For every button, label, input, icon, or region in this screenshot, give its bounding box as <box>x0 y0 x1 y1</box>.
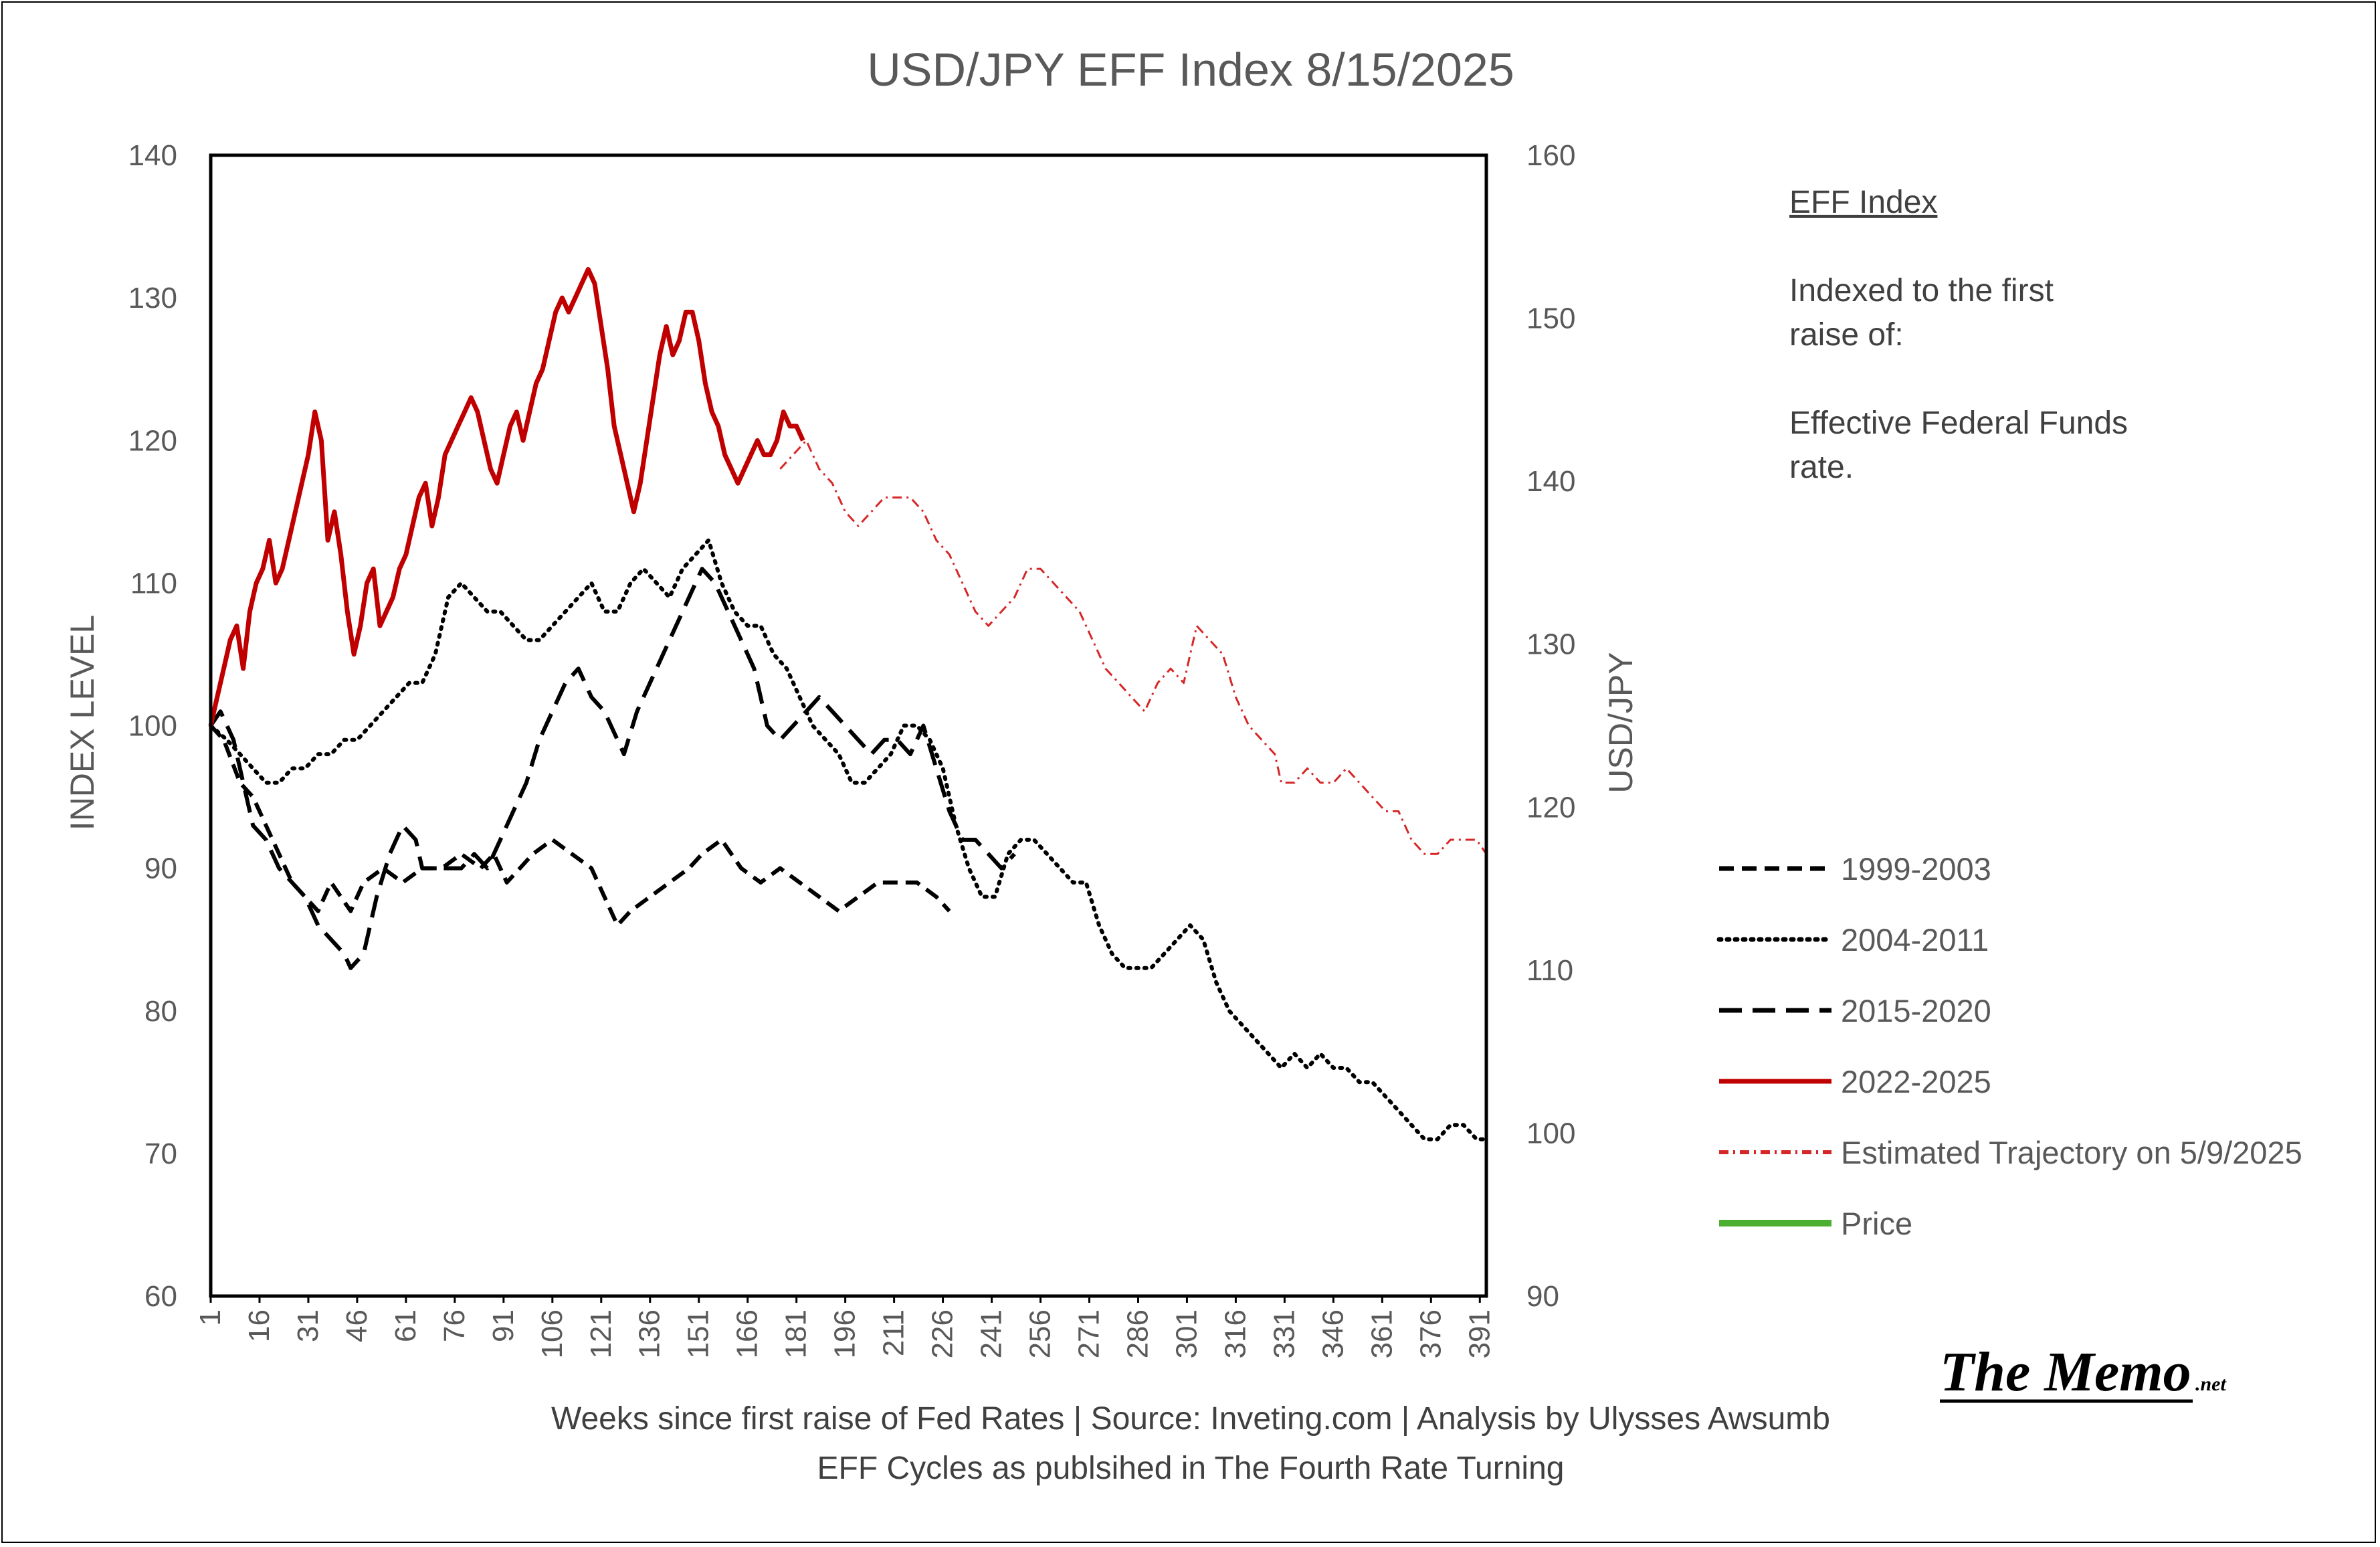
x-tick-label: 1 <box>194 1309 227 1326</box>
legend: 1999-2003 2004-2011 2015-2020 2022-2025 Esti… <box>1716 851 2302 1241</box>
legend-label: Price <box>1841 1206 1912 1241</box>
x-tick-label: 196 <box>829 1309 862 1358</box>
note-line-2: raise of: <box>1789 317 1904 353</box>
x-tick-label: 226 <box>926 1309 959 1358</box>
y-tick-label: 130 <box>128 282 177 314</box>
x-tick-label: 301 <box>1170 1309 1203 1358</box>
x-tick-label: 331 <box>1268 1309 1300 1358</box>
x-tick-label: 16 <box>243 1309 276 1342</box>
x-tick-label: 241 <box>975 1309 1008 1358</box>
logo-suffix: .net <box>2195 1373 2227 1395</box>
x-tick-label: 181 <box>780 1309 813 1358</box>
logo-text: The Memo <box>1940 1341 2191 1403</box>
y-tick-label: 80 <box>144 995 177 1028</box>
y2-tick-label: 140 <box>1526 465 1575 498</box>
x-tick-label: 376 <box>1414 1309 1447 1358</box>
y-tick-label: 110 <box>130 567 177 600</box>
y-tick-label: 100 <box>128 710 177 743</box>
plot-area: 60 70 80 90 100 110 120 130 140 90 100 110 120 130 140… <box>128 139 1576 1358</box>
y2-tick-label: 110 <box>1526 954 1573 987</box>
series-line-1999-2003 <box>209 724 951 927</box>
legend-label: 1999-2003 <box>1841 851 1991 887</box>
y2-axis-title: USD/JPY <box>1602 652 1640 793</box>
x-tick-label: 211 <box>878 1309 910 1356</box>
x-tick-label: 256 <box>1024 1309 1057 1358</box>
x-tick-label: 361 <box>1365 1309 1398 1358</box>
y2-tick-label: 120 <box>1526 791 1575 824</box>
chart-title: USD/JPY EFF Index 8/15/2025 <box>867 43 1514 96</box>
x-tick-label: 76 <box>438 1309 471 1342</box>
legend-label: Estimated Trajectory on 5/9/2025 <box>1841 1135 2302 1170</box>
y-tick-label: 140 <box>128 139 177 172</box>
x-tick-label: 166 <box>731 1309 764 1358</box>
y2-tick-label: 130 <box>1526 628 1575 661</box>
x-tick-label: 151 <box>682 1309 715 1358</box>
legend-label: 2004-2011 <box>1841 922 1989 958</box>
x-axis-caption-2: EFF Cycles as publsihed in The Fourth Ra… <box>817 1451 1565 1486</box>
y2-tick-label: 100 <box>1526 1117 1575 1150</box>
legend-label: 2015-2020 <box>1841 993 1991 1028</box>
x-tick-label: 346 <box>1316 1309 1349 1358</box>
note-line-5: rate. <box>1789 450 1854 485</box>
series-line-2022-2025 <box>208 267 805 727</box>
legend-label: 2022-2025 <box>1841 1064 1991 1099</box>
x-tick-label: 391 <box>1463 1309 1496 1358</box>
x-tick-label: 286 <box>1122 1309 1155 1358</box>
x-tick-label: 136 <box>633 1309 666 1358</box>
x-tick-label: 91 <box>487 1309 520 1342</box>
x-tick-label: 316 <box>1219 1309 1252 1358</box>
x-tick-label: 31 <box>292 1309 324 1342</box>
y2-tick-label: 160 <box>1526 139 1575 172</box>
series-line-estimated-trajectory-on-5-9-2025 <box>779 439 1488 855</box>
the-memo-logo: The Memo .net <box>1940 1341 2227 1403</box>
y2-tick-label: 150 <box>1526 302 1575 335</box>
note-heading: EFF Index <box>1789 185 1937 220</box>
x-tick-label: 121 <box>585 1309 617 1358</box>
x-tick-label: 271 <box>1073 1309 1106 1358</box>
eff-index-note: EFF Index Indexed to the first raise of:… <box>1789 185 2128 485</box>
y-tick-label: 60 <box>144 1280 177 1313</box>
x-tick-label: 46 <box>340 1309 373 1342</box>
note-line-4: Effective Federal Funds <box>1789 405 2128 441</box>
y-axis-title: INDEX LEVEL <box>64 615 101 830</box>
series-line-2015-2020 <box>209 567 1016 970</box>
y-tick-label: 120 <box>128 424 177 457</box>
y-tick-label: 90 <box>144 852 177 885</box>
y2-tick-label: 90 <box>1526 1280 1559 1313</box>
x-tick-label: 61 <box>389 1309 422 1342</box>
note-line-1: Indexed to the first <box>1789 273 2054 308</box>
x-axis-caption: Weeks since first raise of Fed Rates | S… <box>551 1401 1830 1437</box>
y-tick-label: 70 <box>144 1138 177 1170</box>
x-tick-label: 106 <box>536 1309 569 1358</box>
series-line-2004-2011 <box>209 538 1488 1142</box>
plot-border <box>209 153 1488 1298</box>
